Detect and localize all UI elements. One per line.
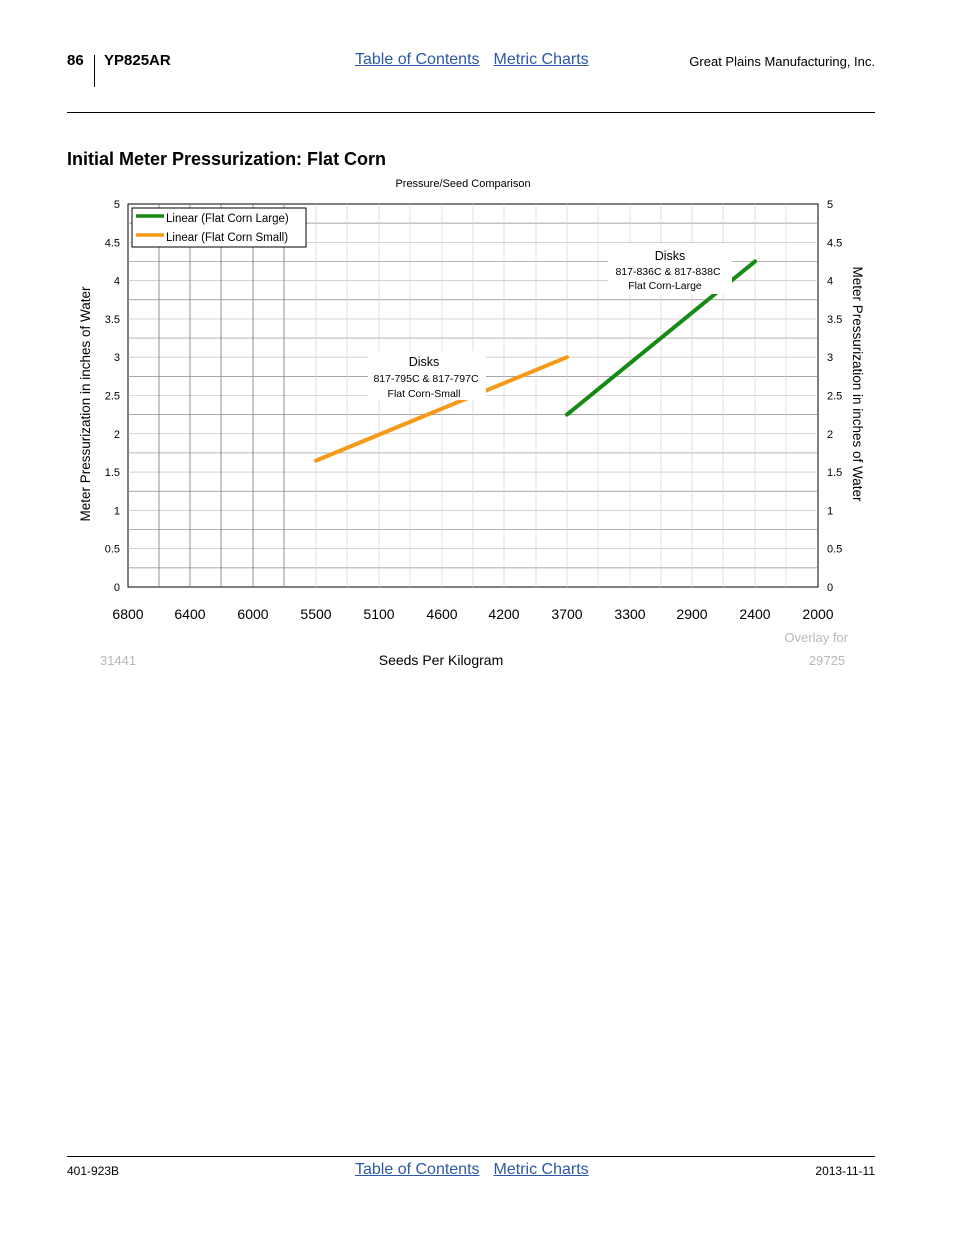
section-title: Initial Meter Pressurization: Flat Corn [67,149,387,169]
chart-legend: Linear (Flat Corn Large) Linear (Flat Co… [131,207,307,248]
company-name: Great Plains Manufacturing, Inc. [689,54,875,69]
header-nav: Table of Contents Metric Charts [355,51,589,69]
y-tick-label-left: 1.5 [105,467,120,479]
x-tick-label: 2000 [802,606,833,622]
document-number: 401-923B [67,1164,120,1178]
y-tick-label-right: 0 [827,582,833,594]
y-tick-label-left: 5 [114,199,120,211]
y-tick-label-right: 4 [827,276,833,288]
x-tick-label: 3700 [551,606,582,622]
table-of-contents-link-footer[interactable]: Table of Contents [355,1161,480,1178]
x-tick-label: 4600 [426,606,457,622]
chart-title: Pressure/Seed Comparison [395,178,530,190]
x-tick-label: 5100 [363,606,394,622]
y-tick-label-left: 0 [114,582,120,594]
series-line-small [314,355,569,463]
y-tick-label-left: 2.5 [105,391,120,403]
annotation-large: Disks 817-836C & 817-838C Flat Corn-Larg… [608,244,732,294]
y-tick-label-left: 3 [114,352,120,364]
legend-label-small: Linear (Flat Corn Small) [166,232,288,244]
header-rule [67,112,875,113]
x-tick-label: 2400 [739,606,770,622]
y-tick-label-right: 3 [827,352,833,364]
footer-nav: Table of Contents Metric Charts [355,1161,589,1179]
y-tick-label-right: 1.5 [827,467,842,479]
y-tick-label-right: 4.5 [827,237,842,249]
annotation-small: Disks 817-795C & 817-797C Flat Corn-Smal… [368,351,486,400]
annotation-small-line1: 817-795C & 817-797C [373,373,478,385]
x-axis: 6800 6400 6000 5500 5100 4600 4200 3700 3300 2900… [112,606,833,622]
y-tick-label-left: 4.5 [105,237,120,249]
annotation-large-line2: Flat Corn-Large [628,280,702,292]
y-tick-label-right: 2.5 [827,391,842,403]
y-axis-label-right: Meter Pressurization in inches of Water [850,266,865,502]
metric-charts-link-footer[interactable]: Metric Charts [493,1161,589,1178]
legend-label-large: Linear (Flat Corn Large) [166,213,289,225]
y-tick-label-right: 2 [827,429,833,441]
annotation-small-title: Disks [409,355,440,369]
y-tick-label-right: 3.5 [827,314,842,326]
overlay-left-value: 31441 [100,653,136,668]
annotation-large-line1: 817-836C & 817-838C [615,266,720,278]
annotation-small-line2: Flat Corn-Small [388,388,461,400]
y-axis-right: 0 0.5 1 1.5 2 2.5 3 3.5 4 4.5 5 [827,199,842,594]
y-axis-left: 0 0.5 1 1.5 2 2.5 3 3.5 4 4.5 5 [105,199,120,594]
y-tick-label-right: 0.5 [827,544,842,556]
document-date: 2013-11-11 [815,1164,875,1178]
y-tick-label-right: 5 [827,199,833,211]
x-axis-label: Seeds Per Kilogram [379,652,504,668]
x-tick-label: 3300 [614,606,645,622]
y-tick-label-right: 1 [827,505,833,517]
x-tick-label: 4200 [488,606,519,622]
x-tick-label: 6400 [174,606,205,622]
pressure-seed-chart: Pressure/Seed Comparison 0 0.5 1 1.5 2 2.5 3 3.… [78,178,865,668]
y-tick-label-left: 1 [114,505,120,517]
overlay-right-value: 29725 [809,653,845,668]
x-tick-label: 6000 [237,606,268,622]
footer-rule [67,1156,875,1157]
metric-charts-link[interactable]: Metric Charts [493,51,589,68]
table-of-contents-link[interactable]: Table of Contents [355,51,480,68]
y-tick-label-left: 3.5 [105,314,120,326]
y-tick-label-left: 0.5 [105,544,120,556]
y-axis-label-left: Meter Pressurization in inches of Water [78,286,93,522]
y-tick-label-left: 4 [114,276,120,288]
x-tick-label: 2900 [676,606,707,622]
x-tick-label: 5500 [300,606,331,622]
page-number: 86 [67,52,84,69]
model-name: YP825AR [104,52,171,69]
annotation-large-title: Disks [655,249,686,263]
y-tick-label-left: 2 [114,429,120,441]
header-divider [94,55,95,87]
x-tick-label: 6800 [112,606,143,622]
overlay-label: Overlay for [784,630,848,645]
